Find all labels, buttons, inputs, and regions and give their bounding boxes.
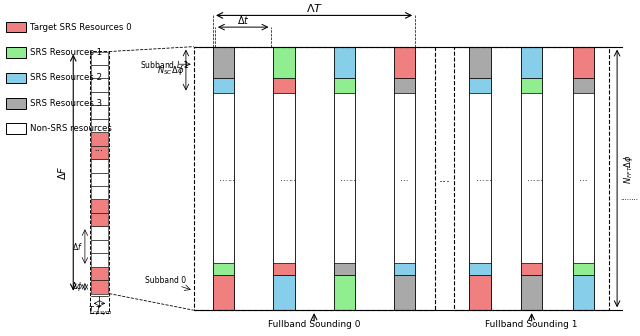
Bar: [333, 275, 355, 310]
Text: SRS Resources 3: SRS Resources 3: [29, 99, 102, 108]
Bar: [91, 213, 108, 226]
Bar: [333, 47, 355, 78]
Bar: [469, 78, 490, 93]
Text: Subband $L$-1: Subband $L$-1: [140, 59, 189, 70]
Bar: [521, 275, 542, 310]
Bar: [573, 47, 594, 78]
Text: ...: ...: [220, 174, 228, 183]
Bar: [394, 78, 415, 93]
Bar: [469, 47, 490, 78]
Bar: [521, 47, 542, 78]
Bar: [333, 47, 355, 310]
Text: $N_{SC}\Delta\phi$: $N_{SC}\Delta\phi$: [157, 64, 184, 77]
Text: ...: ...: [228, 174, 236, 183]
Bar: [91, 78, 108, 92]
Bar: [91, 51, 108, 65]
Bar: [469, 47, 490, 310]
Text: $\Delta\phi$: $\Delta\phi$: [71, 280, 83, 293]
Text: $\Delta t$: $\Delta t$: [237, 14, 250, 26]
Bar: [6, 22, 26, 33]
Bar: [521, 47, 542, 310]
Bar: [91, 173, 108, 186]
Bar: [469, 275, 490, 310]
Bar: [6, 98, 26, 109]
Text: ...: ...: [579, 174, 588, 183]
Text: ........: ........: [620, 195, 638, 201]
Bar: [213, 263, 234, 275]
Bar: [573, 78, 594, 93]
Text: Fullband Sounding 0: Fullband Sounding 0: [268, 320, 360, 329]
Bar: [521, 78, 542, 93]
Text: ...: ...: [476, 174, 484, 183]
Bar: [273, 78, 294, 93]
Bar: [273, 47, 294, 78]
Bar: [394, 47, 415, 78]
Text: SRS Resources 2: SRS Resources 2: [29, 73, 102, 82]
Text: $\Lambda T$: $\Lambda T$: [305, 2, 323, 13]
Text: Non-SRS resources: Non-SRS resources: [29, 124, 111, 133]
Bar: [394, 47, 415, 310]
Bar: [91, 146, 108, 159]
Bar: [273, 263, 294, 275]
Text: ...: ...: [280, 174, 288, 183]
Text: ...: ...: [400, 174, 409, 183]
Bar: [91, 240, 108, 253]
Bar: [91, 105, 108, 119]
Bar: [333, 263, 355, 275]
Bar: [91, 280, 108, 294]
Bar: [333, 78, 355, 93]
Text: Target SRS Resources 0: Target SRS Resources 0: [29, 23, 131, 32]
Bar: [91, 65, 108, 78]
Text: $\Delta F$: $\Delta F$: [56, 165, 68, 180]
Bar: [91, 159, 108, 173]
Bar: [91, 132, 108, 146]
Text: ...: ...: [536, 174, 543, 183]
Text: SRS Resources 1: SRS Resources 1: [29, 48, 102, 57]
Text: ...: ...: [340, 174, 349, 183]
Bar: [91, 119, 108, 132]
Text: ...: ...: [527, 174, 536, 183]
Bar: [91, 92, 108, 105]
Text: ...: ...: [484, 174, 492, 183]
Bar: [213, 275, 234, 310]
Text: $\Delta f$: $\Delta f$: [72, 241, 83, 252]
Bar: [273, 275, 294, 310]
Text: $T_{sym}$: $T_{sym}$: [95, 305, 112, 318]
Text: ...: ...: [348, 174, 356, 183]
Bar: [521, 263, 542, 275]
Bar: [454, 47, 609, 310]
Bar: [213, 47, 234, 78]
Bar: [90, 50, 109, 313]
Bar: [573, 275, 594, 310]
Bar: [91, 186, 108, 200]
Bar: [91, 253, 108, 267]
Bar: [394, 275, 415, 310]
Bar: [573, 47, 594, 310]
Bar: [194, 47, 435, 310]
Text: $N_{FFT}\Delta\phi$: $N_{FFT}\Delta\phi$: [622, 154, 635, 183]
Text: Subband 0: Subband 0: [145, 277, 186, 285]
Text: ...: ...: [438, 172, 451, 185]
Bar: [6, 73, 26, 83]
Bar: [6, 47, 26, 58]
Bar: [394, 263, 415, 275]
Text: $T_{cp}$: $T_{cp}$: [88, 305, 100, 318]
Text: ...: ...: [288, 174, 296, 183]
Bar: [213, 78, 234, 93]
Bar: [273, 47, 294, 310]
Text: Fullband Sounding 1: Fullband Sounding 1: [485, 320, 578, 329]
Bar: [573, 263, 594, 275]
Bar: [6, 123, 26, 134]
Bar: [469, 263, 490, 275]
Bar: [91, 200, 108, 213]
Bar: [213, 47, 234, 310]
Text: ...: ...: [95, 143, 104, 153]
Bar: [91, 267, 108, 280]
Bar: [91, 226, 108, 240]
